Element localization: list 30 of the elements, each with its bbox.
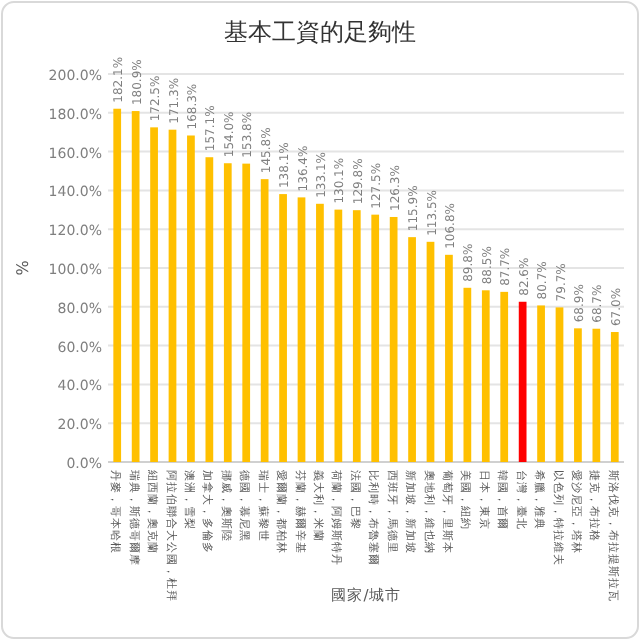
bar: [242, 163, 251, 462]
bar: [187, 135, 195, 462]
bar: [426, 241, 435, 462]
bar: [150, 127, 158, 462]
bar: [537, 305, 545, 462]
bar: [408, 237, 416, 462]
bar: [168, 129, 177, 462]
bar: [389, 216, 398, 462]
bar: [574, 328, 582, 462]
bar: [223, 163, 232, 462]
bar: [279, 194, 287, 462]
chart-title: 基本工資的足夠性: [224, 18, 416, 46]
bar: [205, 157, 214, 462]
bar: [445, 254, 453, 462]
bar: [260, 179, 269, 462]
bar: [555, 307, 564, 462]
bar: [481, 290, 490, 462]
bar: [316, 203, 324, 462]
bar: [371, 214, 380, 462]
bar: [592, 328, 601, 462]
bar: [131, 111, 140, 462]
bar: [500, 291, 509, 462]
bar: [352, 210, 361, 462]
bar: [518, 301, 527, 462]
bar: [113, 108, 122, 462]
bar: [334, 209, 343, 462]
y-axis-title: %: [14, 259, 32, 276]
bar: [610, 332, 619, 462]
bar: [463, 287, 472, 462]
bar: [297, 197, 306, 462]
